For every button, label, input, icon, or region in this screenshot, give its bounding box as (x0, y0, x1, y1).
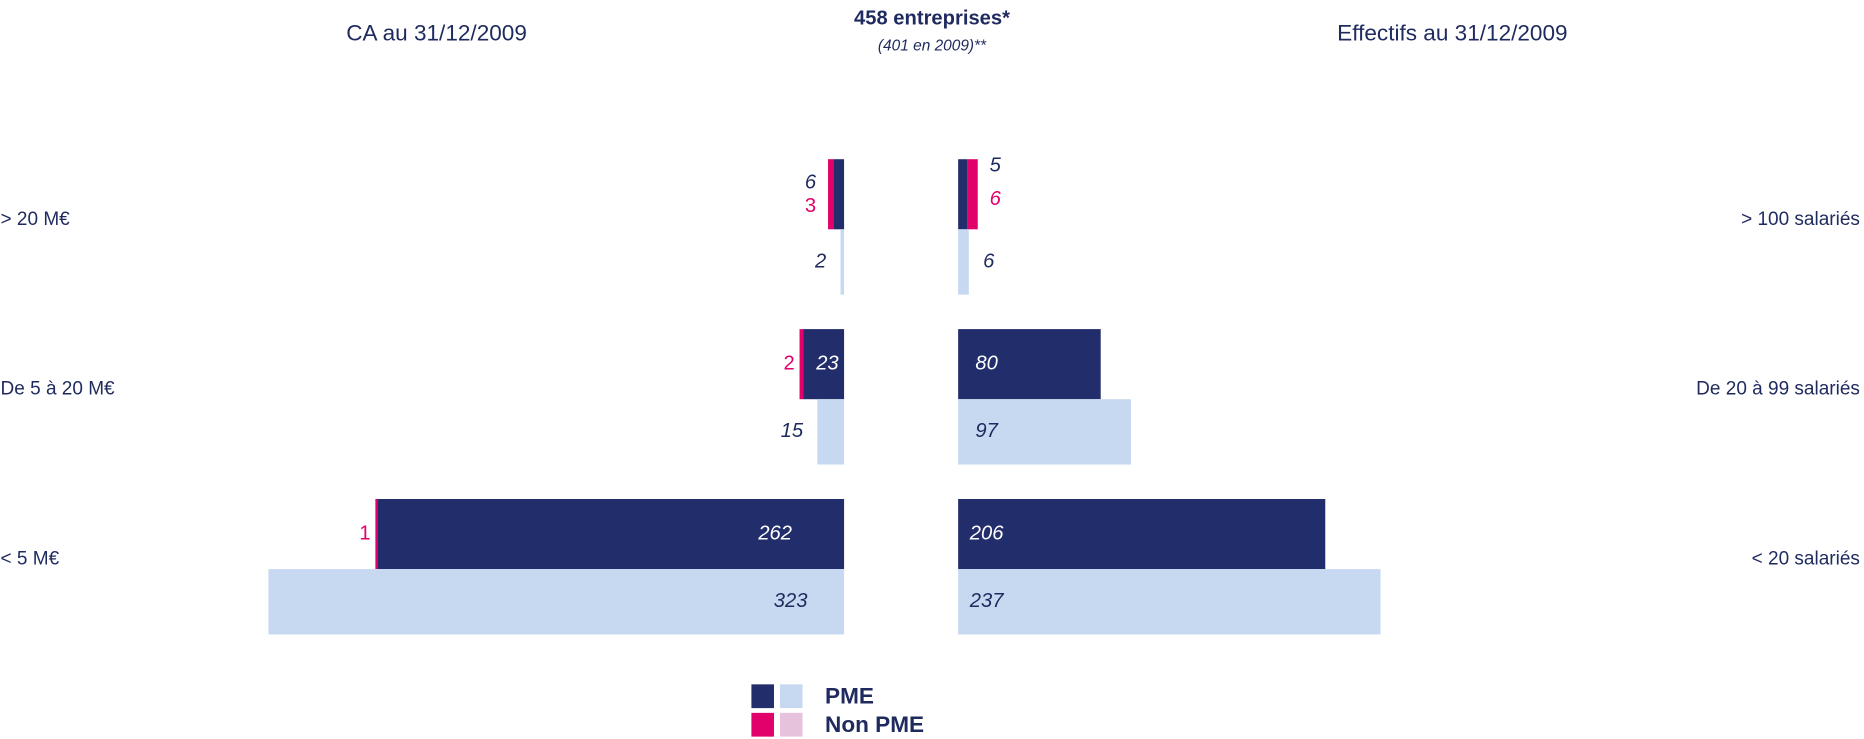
value-label: 80 (975, 352, 998, 374)
chart-title: 458 entreprises* (854, 7, 1010, 29)
bar (377, 499, 845, 570)
legend-label: PME (825, 683, 874, 708)
category-label: < 20 salariés (1752, 549, 1860, 570)
legend-swatch (751, 684, 774, 709)
value-label: 6 (805, 171, 817, 193)
category-label: > 20 M€ (1, 209, 71, 230)
bar (375, 499, 378, 570)
bar (958, 399, 1132, 465)
value-label: 6 (990, 188, 1002, 210)
bar (268, 569, 845, 635)
bar (958, 159, 968, 230)
bar (958, 569, 1381, 635)
bar (958, 499, 1326, 570)
value-label: 323 (774, 590, 808, 612)
chart-subtitle: (401 en 2009)** (878, 37, 987, 54)
value-label: 5 (990, 155, 1002, 177)
bar (817, 399, 845, 465)
value-label: 23 (815, 352, 839, 374)
category-label: De 5 à 20 M€ (1, 379, 115, 400)
value-label: 3 (805, 195, 816, 217)
value-label: 237 (969, 590, 1004, 612)
category-label: < 5 M€ (1, 549, 60, 570)
bar (840, 229, 845, 295)
value-label: 206 (969, 522, 1004, 544)
value-label: 97 (975, 420, 998, 442)
value-label: 2 (784, 352, 795, 374)
legend-swatch (779, 712, 803, 737)
value-label: 2 (814, 250, 826, 272)
bar (799, 329, 804, 400)
value-label: 262 (757, 522, 792, 544)
legend-swatch (751, 712, 774, 737)
bar (958, 229, 969, 295)
value-label: 15 (781, 420, 804, 442)
category-label: > 100 salariés (1741, 209, 1860, 230)
value-label: 1 (359, 522, 370, 544)
bar (803, 329, 845, 400)
bar (958, 329, 1101, 400)
bar (828, 159, 834, 230)
category-label: De 20 à 99 salariés (1696, 379, 1860, 400)
panel-title: Effectifs au 31/12/2009 (1337, 20, 1567, 45)
legend-label: Non PME (825, 712, 924, 737)
bar (833, 159, 845, 230)
value-label: 6 (983, 250, 995, 272)
panel-title: CA au 31/12/2009 (346, 20, 527, 45)
bar (967, 159, 978, 230)
legend-swatch (779, 684, 803, 709)
